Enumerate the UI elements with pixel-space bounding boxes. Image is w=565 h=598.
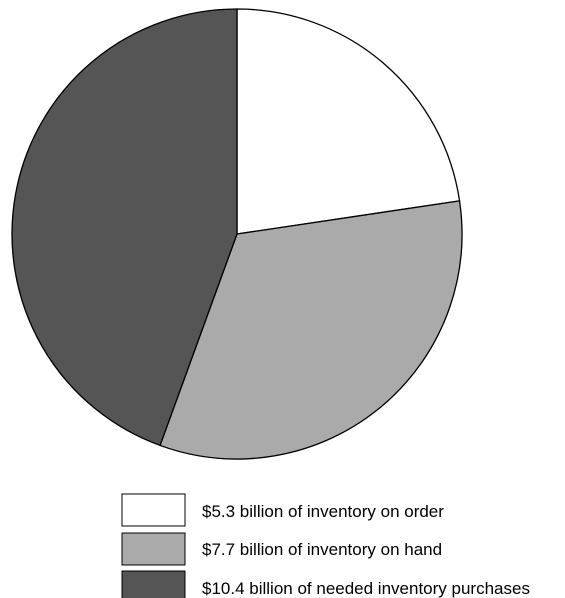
legend-item-needed-purchases: $10.4 billion of needed inventory purcha… (122, 571, 530, 598)
pie-slice-on-order (237, 9, 460, 234)
legend-label-needed-purchases: $10.4 billion of needed inventory purcha… (202, 579, 530, 598)
legend-label-on-hand: $7.7 billion of inventory on hand (202, 540, 442, 559)
legend: $5.3 billion of inventory on order $7.7 … (122, 494, 530, 598)
legend-item-on-order: $5.3 billion of inventory on order (122, 494, 444, 526)
legend-swatch-on-hand (122, 533, 185, 565)
legend-swatch-on-order (122, 494, 185, 526)
legend-label-on-order: $5.3 billion of inventory on order (202, 502, 444, 521)
pie-slices (12, 9, 462, 459)
legend-swatch-needed-purchases (122, 571, 185, 598)
legend-item-on-hand: $7.7 billion of inventory on hand (122, 533, 442, 565)
